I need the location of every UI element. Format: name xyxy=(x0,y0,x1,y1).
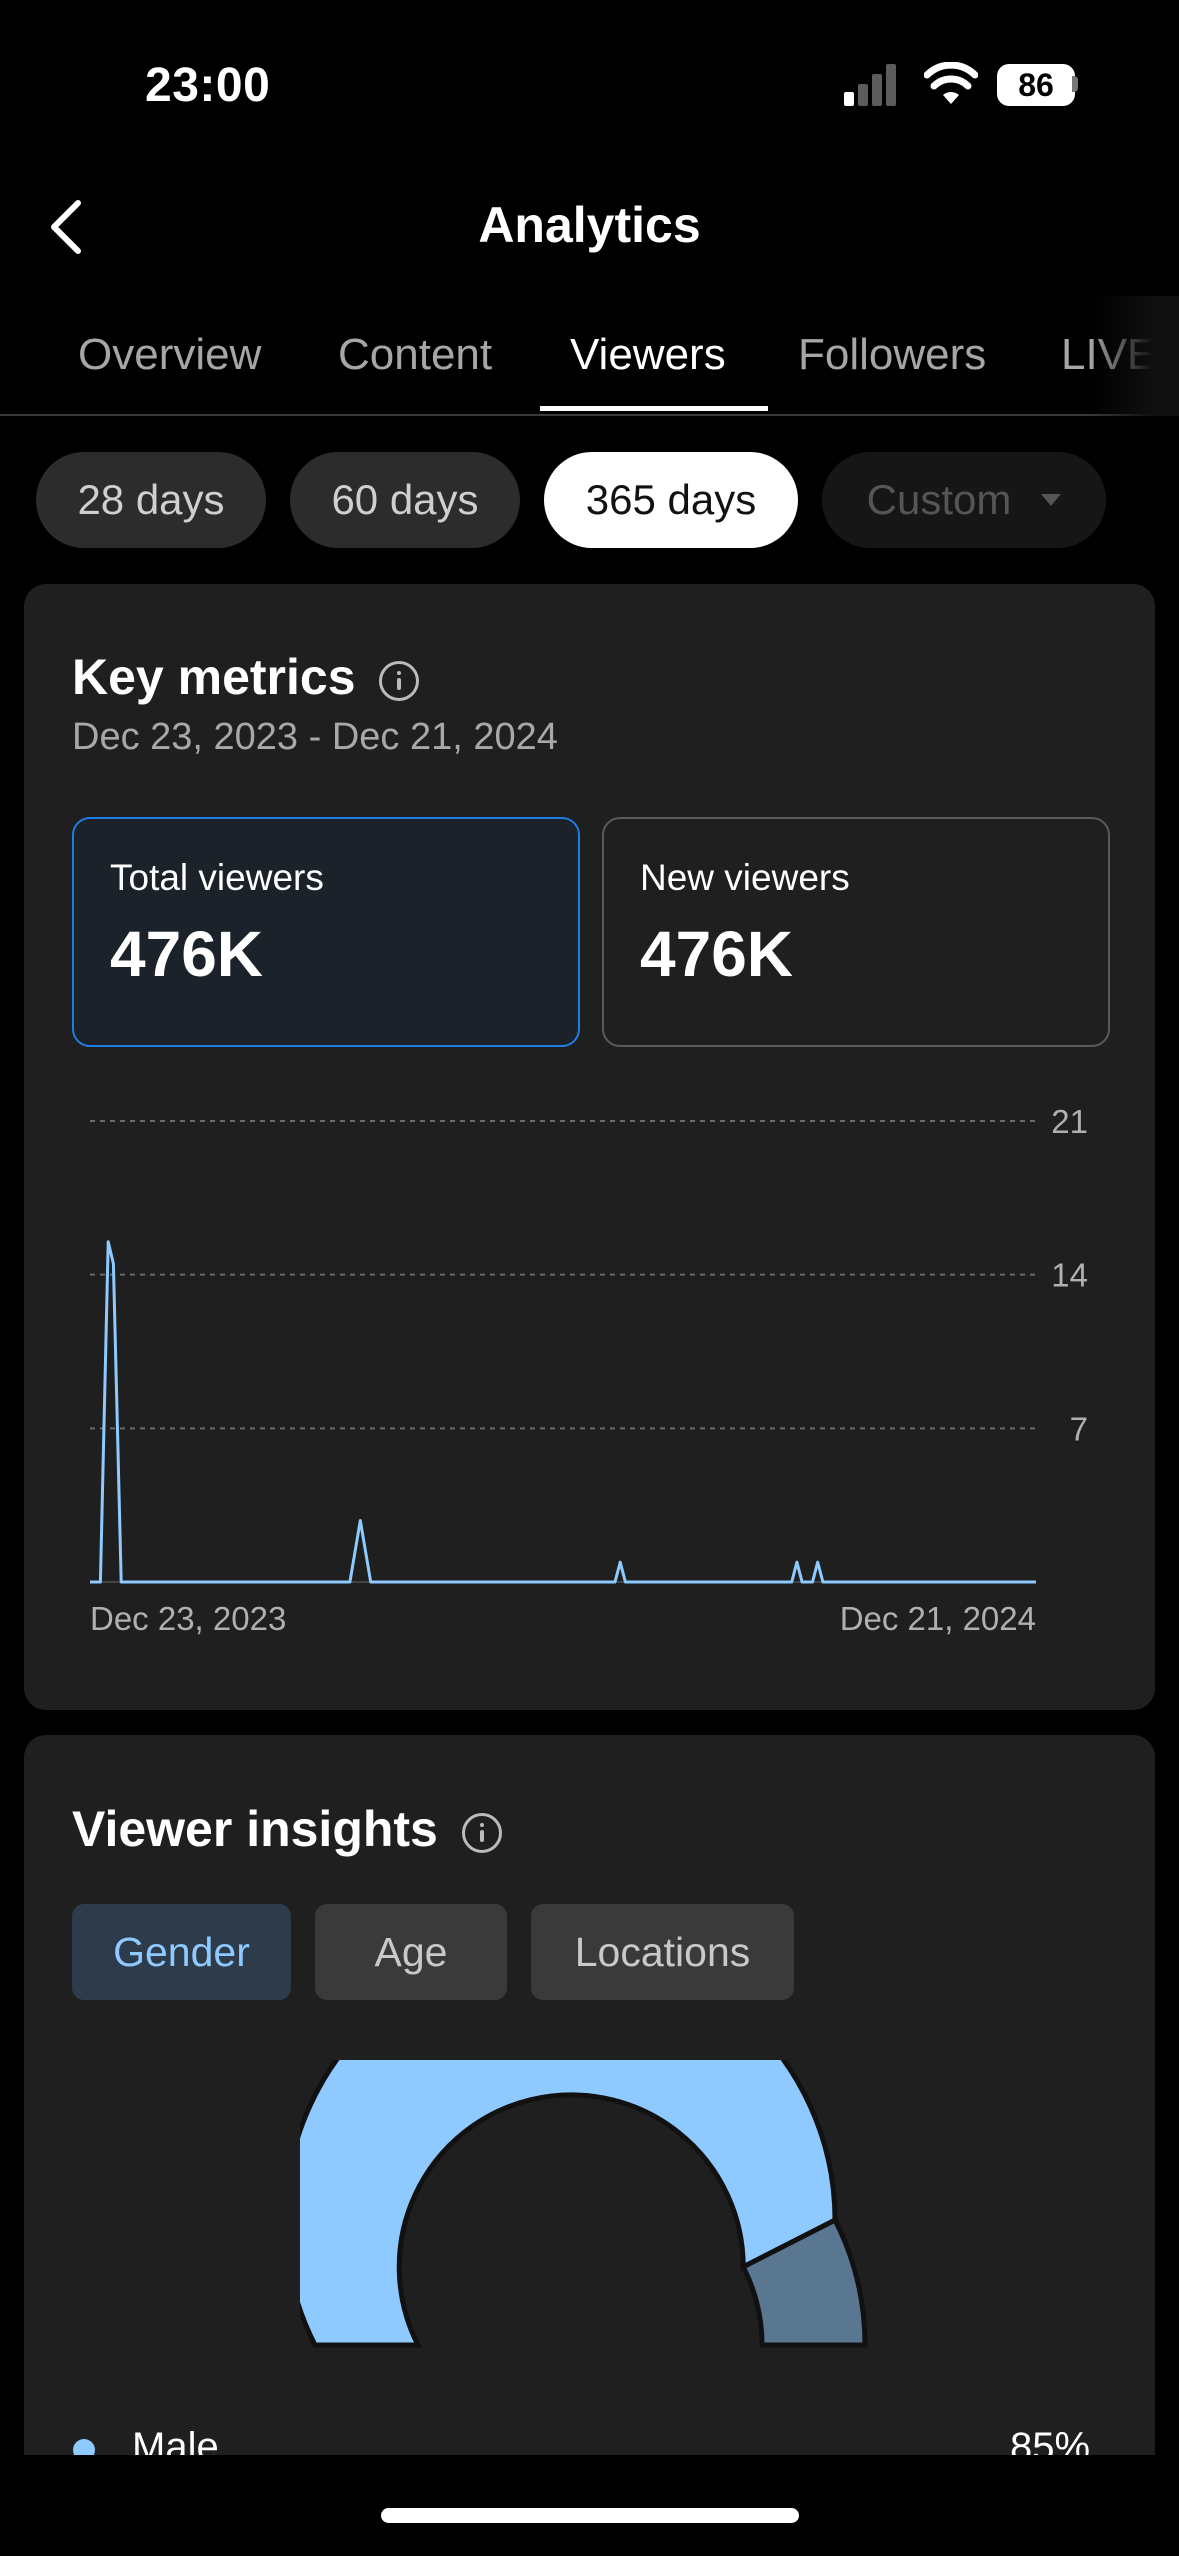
tab-viewers[interactable]: Viewers xyxy=(570,330,726,379)
key-metrics-title: Key metrics xyxy=(72,648,420,706)
date-range: Dec 23, 2023 - Dec 21, 2024 xyxy=(72,716,558,758)
page-title: Analytics xyxy=(478,197,701,253)
back-arrow-icon[interactable] xyxy=(40,195,90,259)
insights-tab-age[interactable]: Age xyxy=(315,1904,507,2000)
filter-28-days[interactable]: 28 days xyxy=(36,452,266,548)
status-time: 23:00 xyxy=(145,59,271,112)
metric-label: Total viewers xyxy=(110,857,324,898)
insights-tab-gender[interactable]: Gender xyxy=(72,1904,291,2000)
insights-tab-label: Locations xyxy=(574,1928,751,1975)
y-tick-label: 7 xyxy=(1070,1410,1088,1447)
filter-custom[interactable]: Custom xyxy=(822,452,1106,548)
x-tick-label: Dec 23, 2023 xyxy=(90,1600,286,1637)
filter-label: 365 days xyxy=(585,476,757,523)
filter-60-days[interactable]: 60 days xyxy=(290,452,520,548)
metric-value: 476K xyxy=(640,918,793,990)
metric-card-new-viewers[interactable]: New viewers 476K xyxy=(602,817,1110,1047)
tab-followers[interactable]: Followers xyxy=(798,330,987,379)
wifi-icon xyxy=(924,62,978,104)
viewer-insights-title: Viewer insights xyxy=(72,1800,502,1858)
insights-tab-label: Gender xyxy=(113,1928,250,1975)
tab-scroll-fade xyxy=(1090,296,1179,416)
active-tab-indicator xyxy=(540,406,768,411)
x-tick-label: Dec 21, 2024 xyxy=(840,1600,1036,1637)
viewers-line-chart: 7 14 21 Dec 23, 2023 Dec 21, 2024 xyxy=(90,1103,1088,1637)
metric-value: 476K xyxy=(110,918,263,990)
filter-label: 60 days xyxy=(331,476,479,523)
gender-slice-female[interactable] xyxy=(739,2216,868,2348)
caret-down-icon xyxy=(1041,494,1062,506)
filter-label: 28 days xyxy=(77,476,225,523)
metric-card-total-viewers[interactable]: Total viewers 476K xyxy=(72,817,580,1047)
key-metrics-title-text: Key metrics xyxy=(72,649,356,705)
gender-slice-male[interactable] xyxy=(300,2060,838,2348)
insights-tab-locations[interactable]: Locations xyxy=(531,1904,794,2000)
gender-gauge-chart xyxy=(300,2060,868,2348)
bottom-safe-area xyxy=(0,2455,1179,2556)
battery-indicator: 86 xyxy=(997,64,1075,106)
viewer-insights-title-text: Viewer insights xyxy=(72,1801,438,1857)
y-tick-label: 14 xyxy=(1051,1257,1088,1294)
tab-content[interactable]: Content xyxy=(338,330,493,379)
viewer-insights-card xyxy=(24,1735,1155,2555)
tab-overview[interactable]: Overview xyxy=(78,330,262,379)
info-icon[interactable] xyxy=(379,660,420,701)
metric-label: New viewers xyxy=(640,857,850,898)
signal-icon xyxy=(844,64,896,106)
series-line xyxy=(90,1240,1036,1584)
insights-tab-label: Age xyxy=(374,1928,448,1975)
info-icon[interactable] xyxy=(461,1812,502,1853)
filter-label: Custom xyxy=(866,476,1012,523)
filter-365-days[interactable]: 365 days xyxy=(544,452,798,548)
battery-nub xyxy=(1072,76,1078,92)
key-metrics-card xyxy=(24,584,1155,1710)
tab-bar xyxy=(0,318,1179,416)
y-tick-label: 21 xyxy=(1051,1103,1088,1140)
home-indicator xyxy=(381,2508,799,2523)
